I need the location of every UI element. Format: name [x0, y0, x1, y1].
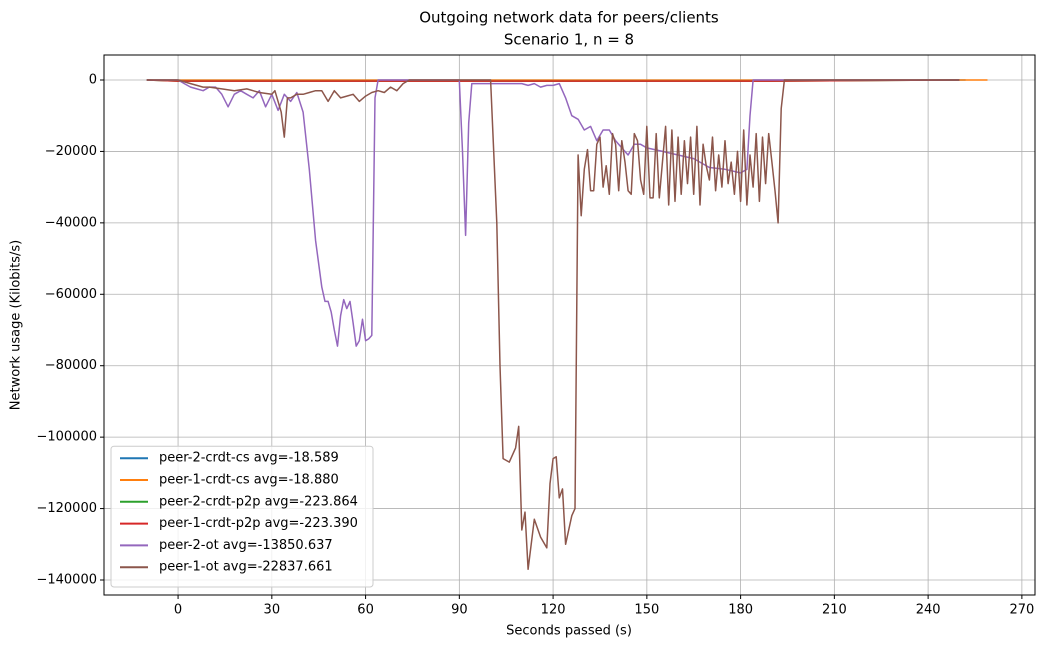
legend-label: peer-2-crdt-p2p avg=-223.864 [159, 494, 358, 509]
y-tick-label: −100000 [36, 430, 97, 445]
y-tick-label: −140000 [36, 573, 97, 588]
x-tick-label: 30 [264, 603, 281, 618]
y-tick-label: −40000 [45, 215, 97, 230]
legend-box [110, 445, 374, 588]
tick-layer: 0 30 60 90 120 150 180 210 240 270 0 −20000 −40000 −6… [36, 73, 1034, 618]
legend-label: peer-2-crdt-cs avg=-18.589 [159, 451, 339, 466]
legend-label: peer-2-ot avg=-13850.637 [159, 538, 333, 553]
x-tick-label: 150 [634, 603, 659, 618]
chart-title: Outgoing network data for peers/clients [419, 9, 719, 27]
y-axis-label: Network usage (Kilobits/s) [9, 240, 24, 411]
y-tick-label: −120000 [36, 501, 97, 516]
y-tick-label: 0 [89, 73, 97, 88]
axes-frame [103, 54, 1036, 596]
x-tick-label: 120 [541, 603, 566, 618]
legend: peer-2-crdt-cs avg=-18.589 peer-1-crdt-cs… [110, 445, 374, 588]
legend-label: peer-1-crdt-p2p avg=-223.390 [159, 516, 358, 531]
x-tick-label: 180 [728, 603, 753, 618]
plot-area [146, 79, 988, 571]
y-tick-label: −20000 [45, 144, 97, 159]
data-line [146, 79, 960, 347]
legend-label: peer-1-ot avg=-22837.661 [159, 560, 333, 575]
chart-subtitle: Scenario 1, n = 8 [504, 31, 634, 49]
data-line [146, 79, 960, 571]
x-tick-label: 60 [357, 603, 374, 618]
x-tick-label: 0 [174, 603, 182, 618]
y-tick-label: −60000 [45, 287, 97, 302]
x-tick-label: 210 [822, 603, 847, 618]
y-tick-label: −80000 [45, 358, 97, 373]
x-axis-label: Seconds passed (s) [506, 624, 632, 639]
x-tick-label: 90 [451, 603, 468, 618]
x-tick-label: 240 [916, 603, 941, 618]
x-tick-label: 270 [1009, 603, 1034, 618]
legend-label: peer-1-crdt-cs avg=-18.880 [159, 473, 339, 488]
